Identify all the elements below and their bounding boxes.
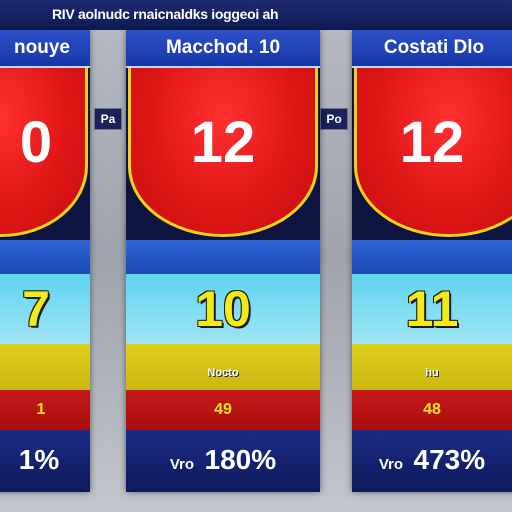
red-band	[352, 390, 512, 430]
between-label-left: Pa	[94, 108, 122, 130]
scoreboard-panel-1: nouye 0 7 1 1%	[0, 30, 90, 492]
score-area: 12	[126, 68, 320, 238]
yellow-band	[0, 344, 90, 390]
cyan-band	[352, 274, 512, 344]
yellow-band	[126, 344, 320, 390]
panel-title-text: nouye	[14, 37, 70, 58]
cyan-band	[126, 274, 320, 344]
top-header-strip: RIV aolnudc rnaicnaldks ioggeoi ah	[0, 0, 512, 30]
mid-score: 10	[195, 281, 251, 337]
red-label: 48	[423, 401, 441, 418]
scoreboard-panel-2: Macchod. 10 12 10 Nocto 49 Vro 180%	[126, 30, 320, 492]
percent-prefix: Vro	[378, 456, 404, 473]
score-area: 0	[0, 68, 90, 238]
score-shield: 12	[354, 68, 512, 237]
percent-row: 1%	[0, 444, 90, 476]
score-area: 12	[352, 68, 512, 238]
between-label-right: Po	[320, 108, 348, 130]
panel-title: Macchod. 10	[126, 30, 320, 68]
blue-band	[126, 240, 320, 274]
big-score: 0	[19, 110, 53, 175]
red-band	[126, 390, 320, 430]
percent-band	[352, 430, 512, 492]
percent-prefix: Vro	[169, 456, 195, 473]
small-label: Nocto	[207, 367, 239, 379]
score-shield: 12	[128, 68, 318, 237]
mid-score: 11	[405, 281, 459, 337]
percent-row: Vro 473%	[352, 444, 512, 476]
percent-value: 473%	[413, 444, 486, 475]
blue-band	[0, 240, 90, 274]
big-score: 12	[190, 110, 256, 175]
panel-title: Costati Dlo	[352, 30, 512, 68]
red-label: 49	[214, 401, 232, 418]
mid-score: 7	[22, 281, 50, 337]
big-score: 12	[399, 110, 465, 175]
percent-value: 1%	[18, 444, 60, 475]
red-label: 1	[36, 401, 46, 418]
percent-band	[126, 430, 320, 492]
panel-title-text: Costati Dlo	[383, 37, 485, 58]
blue-band	[352, 240, 512, 274]
scoreboard-panel-3: Costati Dlo 12 11 hu 48 Vro 473%	[352, 30, 512, 492]
yellow-band	[352, 344, 512, 390]
red-band	[0, 390, 90, 430]
score-shield: 0	[0, 68, 88, 237]
panel-title-text: Macchod. 10	[165, 37, 281, 58]
percent-band	[0, 430, 90, 492]
small-label: hu	[425, 367, 439, 379]
percent-value: 180%	[204, 444, 277, 475]
percent-row: Vro 180%	[126, 444, 320, 476]
panel-title: nouye	[0, 30, 90, 68]
cyan-band	[0, 274, 90, 344]
header-text: RIV aolnudc rnaicnaldks ioggeoi ah	[52, 6, 279, 22]
